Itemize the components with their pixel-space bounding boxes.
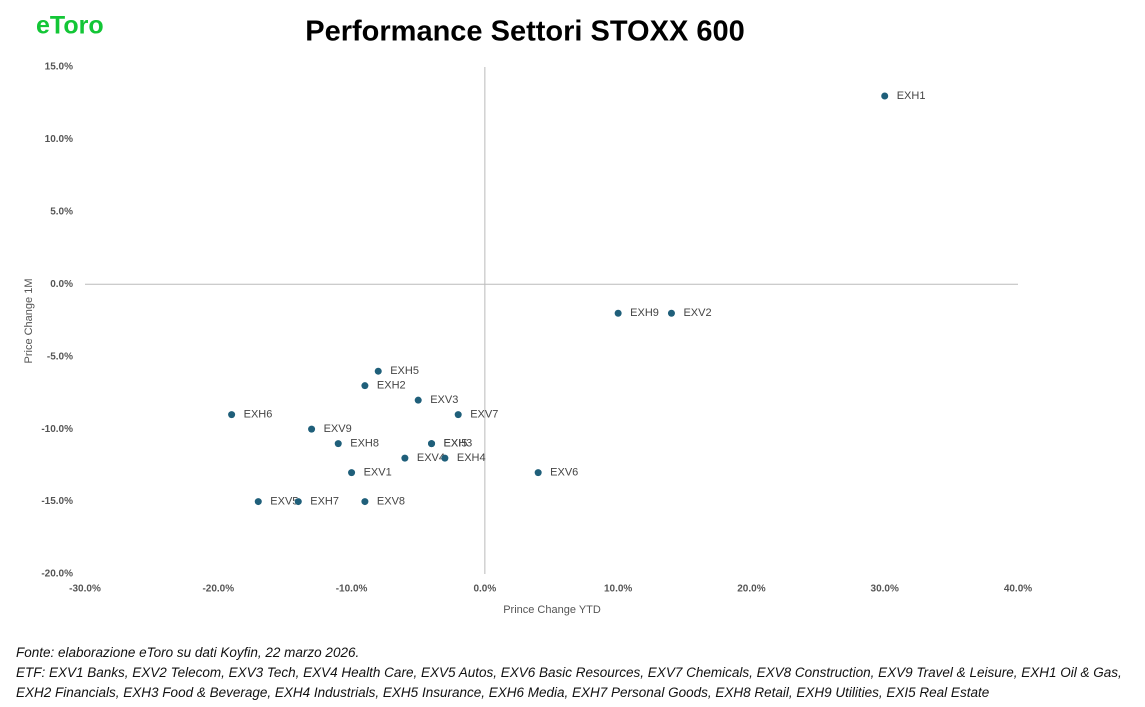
point [401, 454, 409, 462]
y-tick-label: -20.0% [41, 569, 73, 580]
point-label: EXV8 [377, 495, 405, 507]
point-label: EXH4 [457, 452, 486, 464]
x-tick-label: -10.0% [336, 584, 368, 595]
chart: eToro Performance Settori STOXX 600 Prin… [23, 12, 1032, 616]
point [361, 382, 369, 390]
x-tick-label: -20.0% [202, 584, 234, 595]
x-axis-label: Prince Change YTD [503, 604, 601, 616]
notes: Fonte: elaborazione eToro su dati Koyfin… [16, 643, 1126, 703]
point [334, 440, 342, 448]
point-label: EXH9 [630, 307, 659, 319]
x-tick-label: -30.0% [69, 584, 101, 595]
point-label: EXV1 [364, 467, 392, 479]
point [614, 309, 622, 317]
y-tick-label: -15.0% [41, 496, 73, 507]
point-label: EXV9 [324, 423, 352, 435]
point-label: EXV3 [430, 394, 458, 406]
point [374, 367, 382, 375]
point-label: EXH5 [390, 365, 419, 377]
x-tick-label: 0.0% [473, 584, 496, 595]
point-label: EXV5 [270, 495, 298, 507]
chart-title: Performance Settori STOXX 600 [305, 16, 744, 48]
x-tick-label: 20.0% [737, 584, 765, 595]
point-label: EXH8 [350, 438, 379, 450]
point [534, 469, 542, 477]
point-label: EXI5 [444, 438, 468, 450]
point-label: EXH1 [897, 90, 926, 102]
y-tick-label: -10.0% [41, 424, 73, 435]
point-label: EXV6 [550, 467, 578, 479]
y-tick-label: 10.0% [45, 134, 73, 145]
point-label: EXV7 [470, 409, 498, 421]
logo: eToro [36, 12, 104, 40]
point-label: EXV4 [417, 452, 445, 464]
point [881, 92, 889, 100]
legend-note: ETF: EXV1 Banks, EXV2 Telecom, EXV3 Tech… [16, 665, 1122, 700]
y-tick-label: -5.0% [47, 351, 73, 362]
x-tick-label: 30.0% [871, 584, 899, 595]
point [454, 411, 462, 419]
point [361, 498, 369, 506]
point [308, 425, 316, 433]
point-label: EXH7 [310, 495, 339, 507]
point-label: EXH2 [377, 380, 406, 392]
source-note: Fonte: elaborazione eToro su dati Koyfin… [16, 645, 360, 660]
point-label: EXH6 [244, 409, 273, 421]
point-label: EXV2 [683, 307, 711, 319]
point [441, 454, 449, 462]
point [254, 498, 262, 506]
y-tick-label: 0.0% [50, 279, 73, 290]
y-tick-label: 5.0% [50, 206, 73, 217]
x-tick-label: 10.0% [604, 584, 632, 595]
point [294, 498, 302, 506]
point [428, 440, 436, 448]
y-tick-label: 15.0% [45, 62, 73, 73]
point-label: EXH3 [444, 438, 473, 450]
x-tick-label: 40.0% [1004, 584, 1032, 595]
point [667, 309, 675, 317]
y-axis-label: Price Change 1M [23, 279, 35, 364]
point [414, 396, 422, 404]
point [228, 411, 236, 419]
point [348, 469, 356, 477]
